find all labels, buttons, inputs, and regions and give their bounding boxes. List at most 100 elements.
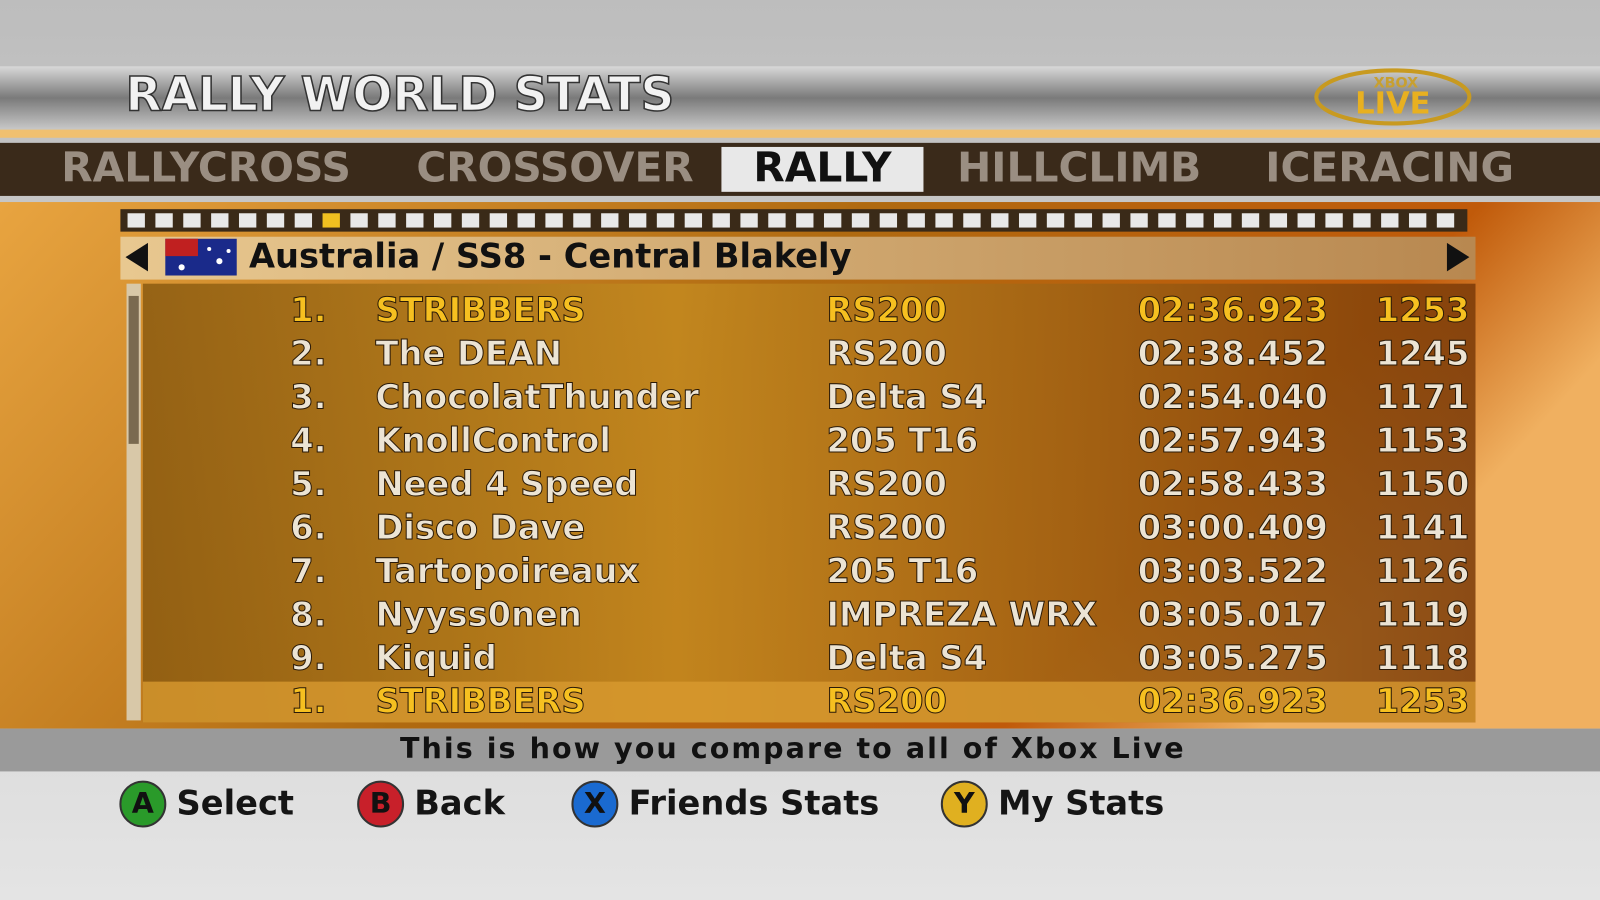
player-name: STRIBBERS [376,682,586,721]
button-icon[interactable] [357,780,405,828]
button-icon[interactable] [940,780,988,828]
progress-dot [628,213,647,228]
progress-dot [1074,213,1093,228]
time: 02:36.923 [1138,682,1328,721]
car: RS200 [827,465,947,504]
tabs: RALLYCROSS CROSSOVER RALLY HILLCLIMB ICERACI… [61,143,1514,192]
rank: 1. [290,291,326,330]
tab[interactable]: HILLCLIMB [957,143,1201,191]
prev-arrow[interactable] [125,242,148,272]
time: 02:36.923 [1138,291,1328,330]
rank: 2. [290,334,326,373]
button-key[interactable]: A [132,786,154,820]
stage-bar [120,236,1476,280]
progress-dot [1381,213,1399,228]
progress-dot [1353,213,1371,228]
rank: 7. [290,552,326,591]
button-label[interactable]: Friends Stats [629,784,880,823]
progress-dot [851,213,870,228]
points: 1119 [1376,595,1470,634]
progress-dot [1325,213,1343,228]
points: 1150 [1376,465,1470,504]
tab[interactable]: RALLYCROSS [61,143,351,191]
progress-dot [1046,213,1065,228]
scroll-thumb[interactable] [128,295,139,444]
xbox-live-logo: XBOX LIVE [1314,68,1472,126]
tab[interactable]: RALLY [753,143,892,191]
rank: 6. [290,508,326,547]
progress-dot [406,213,424,228]
points: 1245 [1376,334,1470,373]
car: 205 T16 [827,552,979,591]
player-name: Tartopoireaux [376,552,640,591]
progress-dot [1186,213,1204,228]
stage-name: Australia / SS8 - Central Blakely [249,237,852,276]
button-icon[interactable] [571,780,619,828]
progress-dot [127,213,145,228]
flag [165,238,237,276]
footer-message: This is how you compare to all of Xbox L… [400,731,1186,765]
time: 03:00.409 [1138,508,1328,547]
rank: 1. [290,682,326,721]
car: 205 T16 [827,421,979,460]
car: Delta S4 [827,378,987,417]
car: Delta S4 [827,639,987,678]
points: 1153 [1376,421,1470,460]
progress-dot [796,213,814,228]
logo-top: XBOX [1374,76,1419,92]
progress-dot [545,213,563,228]
player-name: KnollControl [376,421,611,460]
points: 1118 [1376,639,1470,678]
progress-dot [1408,213,1427,228]
time: 03:05.017 [1138,595,1328,634]
button-icon[interactable] [119,780,167,828]
progress-dot [1158,213,1176,228]
points: 1126 [1376,552,1470,591]
progress-dot [378,213,396,228]
progress-dot [963,213,981,228]
progress-dot [1436,213,1455,228]
progress-dot [1130,213,1148,228]
button-key[interactable]: Y [953,786,975,820]
points: 1253 [1376,291,1470,330]
progress-dot [684,213,703,228]
points: 1171 [1376,378,1470,417]
rank: 5. [290,465,326,504]
tab[interactable]: ICERACING [1265,143,1514,191]
button-label[interactable]: Back [414,784,506,823]
car: RS200 [827,291,947,330]
progress-dot [1269,213,1288,228]
table: 1. STRIBBERS RS200 02:36.923 1253 2. The DEAN R… [290,290,1470,721]
progress-dot [211,213,229,228]
time: 02:58.433 [1138,465,1328,504]
progress-dot [907,213,925,228]
progress-dot [1241,213,1260,228]
progress-dot [433,213,452,228]
title-stripe [0,129,1600,138]
buttons: A Select B Back X Friends Stats Y My Stats [119,780,1164,828]
message-bar [0,728,1600,772]
next-arrow[interactable] [1446,242,1470,272]
car: IMPREZA WRX [827,595,1098,634]
player-name: STRIBBERS [376,291,586,330]
progress-dot [350,213,368,228]
progress-dot [155,213,173,228]
progress-dot [238,213,257,228]
button-key[interactable]: B [370,786,392,820]
progress-dot [656,213,675,228]
button-label[interactable]: My Stats [998,784,1164,823]
progress-dot [183,213,201,228]
tab[interactable]: CROSSOVER [416,143,693,191]
car: RS200 [827,682,947,721]
button-label[interactable]: Select [177,784,294,823]
time: 02:54.040 [1138,378,1328,417]
progress-dot [1018,213,1037,228]
rank: 3. [290,378,326,417]
progress-dot [322,213,340,228]
player-name: Disco Dave [376,508,586,547]
title-bar [0,66,1600,130]
button-key[interactable]: X [584,786,606,820]
progress-track [120,209,1468,232]
